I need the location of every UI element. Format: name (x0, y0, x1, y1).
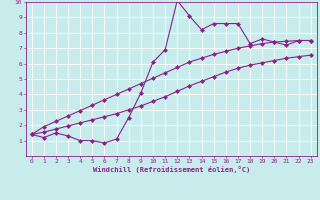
X-axis label: Windchill (Refroidissement éolien,°C): Windchill (Refroidissement éolien,°C) (92, 166, 250, 173)
